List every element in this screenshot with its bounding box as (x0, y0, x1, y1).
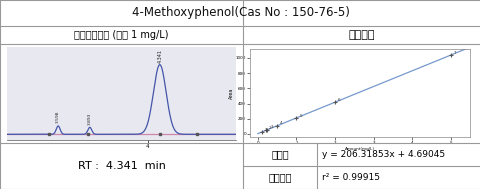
Y-axis label: Area: Area (228, 87, 234, 98)
Text: 4.341: 4.341 (157, 49, 162, 63)
Text: 3.598: 3.598 (56, 111, 60, 123)
Text: 6: 6 (337, 98, 340, 102)
Text: 4: 4 (280, 121, 282, 125)
Text: 3.893: 3.893 (88, 112, 92, 125)
Text: 1: 1 (264, 128, 267, 132)
Text: 회굼식: 회굼식 (271, 149, 288, 159)
Text: 상관계수: 상관계수 (268, 172, 291, 182)
Text: 크로마토그램 (농도 1 mg/L): 크로마토그램 (농도 1 mg/L) (74, 30, 168, 40)
Text: y = 206.31853x + 4.69045: y = 206.31853x + 4.69045 (322, 150, 444, 159)
Text: 4-Methoxyphenol(Cas No : 150-76-5): 4-Methoxyphenol(Cas No : 150-76-5) (132, 6, 348, 19)
Text: 3: 3 (270, 125, 273, 129)
Text: 5: 5 (299, 114, 301, 118)
Text: RT :  4.341  min: RT : 4.341 min (77, 161, 165, 171)
Text: 2: 2 (268, 126, 271, 130)
X-axis label: Amount(mg/L): Amount(mg/L) (345, 147, 374, 151)
Text: r² = 0.99915: r² = 0.99915 (322, 173, 380, 182)
Text: 검정곡선: 검정곡선 (348, 30, 374, 40)
Text: 7: 7 (453, 51, 456, 55)
